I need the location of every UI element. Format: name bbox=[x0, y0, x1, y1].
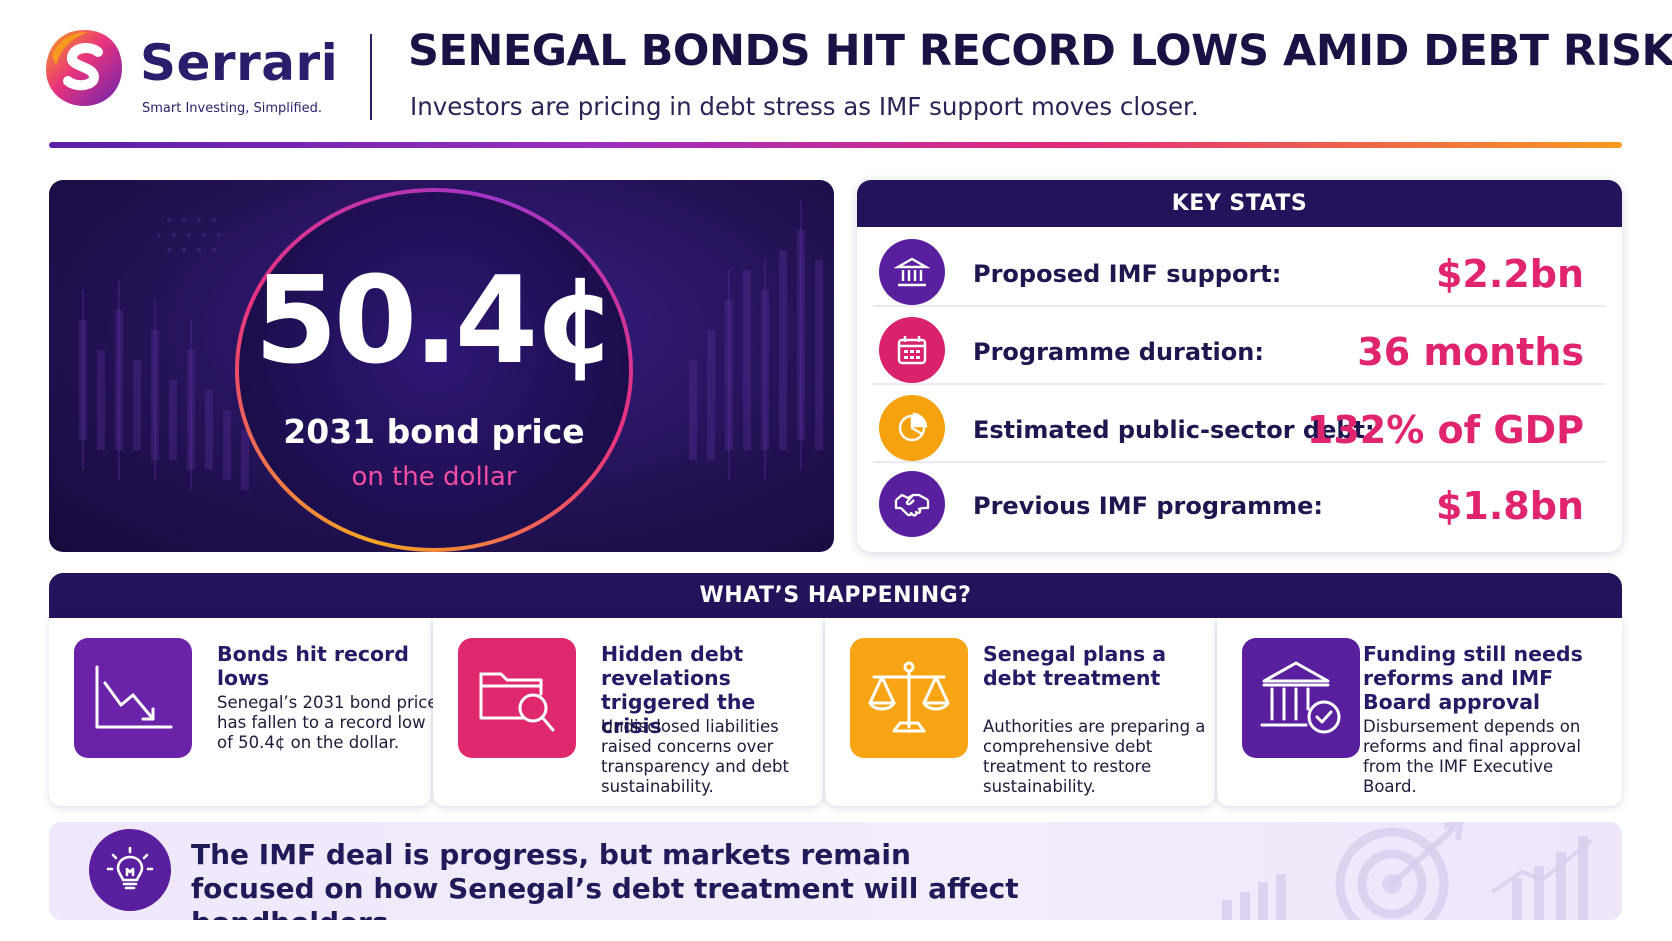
card-body: Undisclosed liabilities raised concerns … bbox=[601, 717, 789, 796]
stat-row-previous-imf: Previous IMF programme: $1.8bn bbox=[873, 460, 1606, 538]
scales-icon bbox=[850, 638, 968, 758]
candlestick-background-decoration bbox=[79, 200, 823, 490]
footer-callout: The IMF deal is progress, but markets re… bbox=[49, 822, 1622, 920]
serrari-s-logo-icon bbox=[42, 26, 126, 110]
stat-value: 132% of GDP bbox=[1306, 408, 1584, 452]
folder-search-icon bbox=[458, 638, 576, 758]
happening-card: Bonds hit record lows Senegal’s 2031 bon… bbox=[49, 618, 438, 806]
key-stats-panel: KEY STATS Proposed IMF support: $2.2bn P… bbox=[857, 180, 1622, 552]
stat-row-programme-duration: Programme duration: 36 months bbox=[873, 306, 1606, 384]
stat-value: 36 months bbox=[1357, 330, 1584, 374]
whats-happening-section: WHAT’S HAPPENING? Bonds hit record lows … bbox=[49, 573, 1622, 806]
card-body: Authorities are preparing a comprehensiv… bbox=[983, 717, 1206, 796]
stat-divider bbox=[873, 461, 1606, 463]
card-title: Senegal plans a debt treatment bbox=[983, 642, 1167, 690]
header: Serrari Smart Investing, Simplified. SEN… bbox=[0, 0, 1672, 150]
stat-label: Estimated public-sector debt: bbox=[973, 416, 1375, 444]
key-stats-heading: KEY STATS bbox=[857, 180, 1622, 227]
chart-down-icon bbox=[74, 638, 192, 758]
stat-label: Proposed IMF support: bbox=[973, 260, 1282, 288]
handshake-icon bbox=[879, 471, 945, 537]
target-chart-decoration bbox=[1222, 822, 1594, 920]
happening-card: Hidden debt revelations triggered the cr… bbox=[433, 618, 823, 806]
stat-label: Previous IMF programme: bbox=[973, 492, 1323, 520]
stat-divider bbox=[873, 383, 1606, 385]
pie-chart-icon bbox=[879, 395, 945, 461]
bank-icon bbox=[879, 239, 945, 305]
footer-message: The IMF deal is progress, but markets re… bbox=[191, 838, 1019, 920]
header-gradient-rule bbox=[49, 142, 1622, 148]
hero-gradient-ring bbox=[235, 188, 633, 552]
hero-bond-price-value: 50.4¢ bbox=[254, 252, 618, 391]
whats-happening-heading: WHAT’S HAPPENING? bbox=[49, 573, 1622, 618]
stat-row-public-debt: Estimated public-sector debt: 132% of GD… bbox=[873, 384, 1606, 462]
lightbulb-icon bbox=[89, 829, 171, 911]
card-title: Funding still needs reforms and IMF Boar… bbox=[1363, 642, 1583, 714]
happening-card: Senegal plans a debt treatment Authoriti… bbox=[825, 618, 1215, 806]
stat-value: $2.2bn bbox=[1435, 252, 1584, 296]
bank-check-icon bbox=[1242, 638, 1360, 758]
card-body: Disbursement depends on reforms and fina… bbox=[1363, 717, 1581, 796]
hero-bond-price-label: 2031 bond price bbox=[283, 412, 585, 451]
stat-label: Programme duration: bbox=[973, 338, 1264, 366]
page-title: SENEGAL BONDS HIT RECORD LOWS AMID DEBT … bbox=[408, 26, 1672, 76]
card-title: Bonds hit record lows bbox=[217, 642, 409, 690]
card-title: Hidden debt revelations triggered the cr… bbox=[601, 642, 756, 738]
stat-value: $1.8bn bbox=[1435, 484, 1584, 528]
hero-bond-price-unit: on the dollar bbox=[351, 462, 517, 492]
stat-divider bbox=[873, 305, 1606, 307]
brand-tagline: Smart Investing, Simplified. bbox=[142, 101, 323, 116]
happening-card: Funding still needs reforms and IMF Boar… bbox=[1217, 618, 1622, 806]
brand-name: Serrari bbox=[140, 34, 339, 92]
header-divider bbox=[370, 34, 372, 120]
page-subtitle: Investors are pricing in debt stress as … bbox=[410, 92, 1199, 121]
card-body: Senegal’s 2031 bond price has fallen to … bbox=[217, 693, 438, 752]
stat-row-imf-support: Proposed IMF support: $2.2bn bbox=[873, 228, 1606, 306]
calendar-icon bbox=[879, 317, 945, 383]
